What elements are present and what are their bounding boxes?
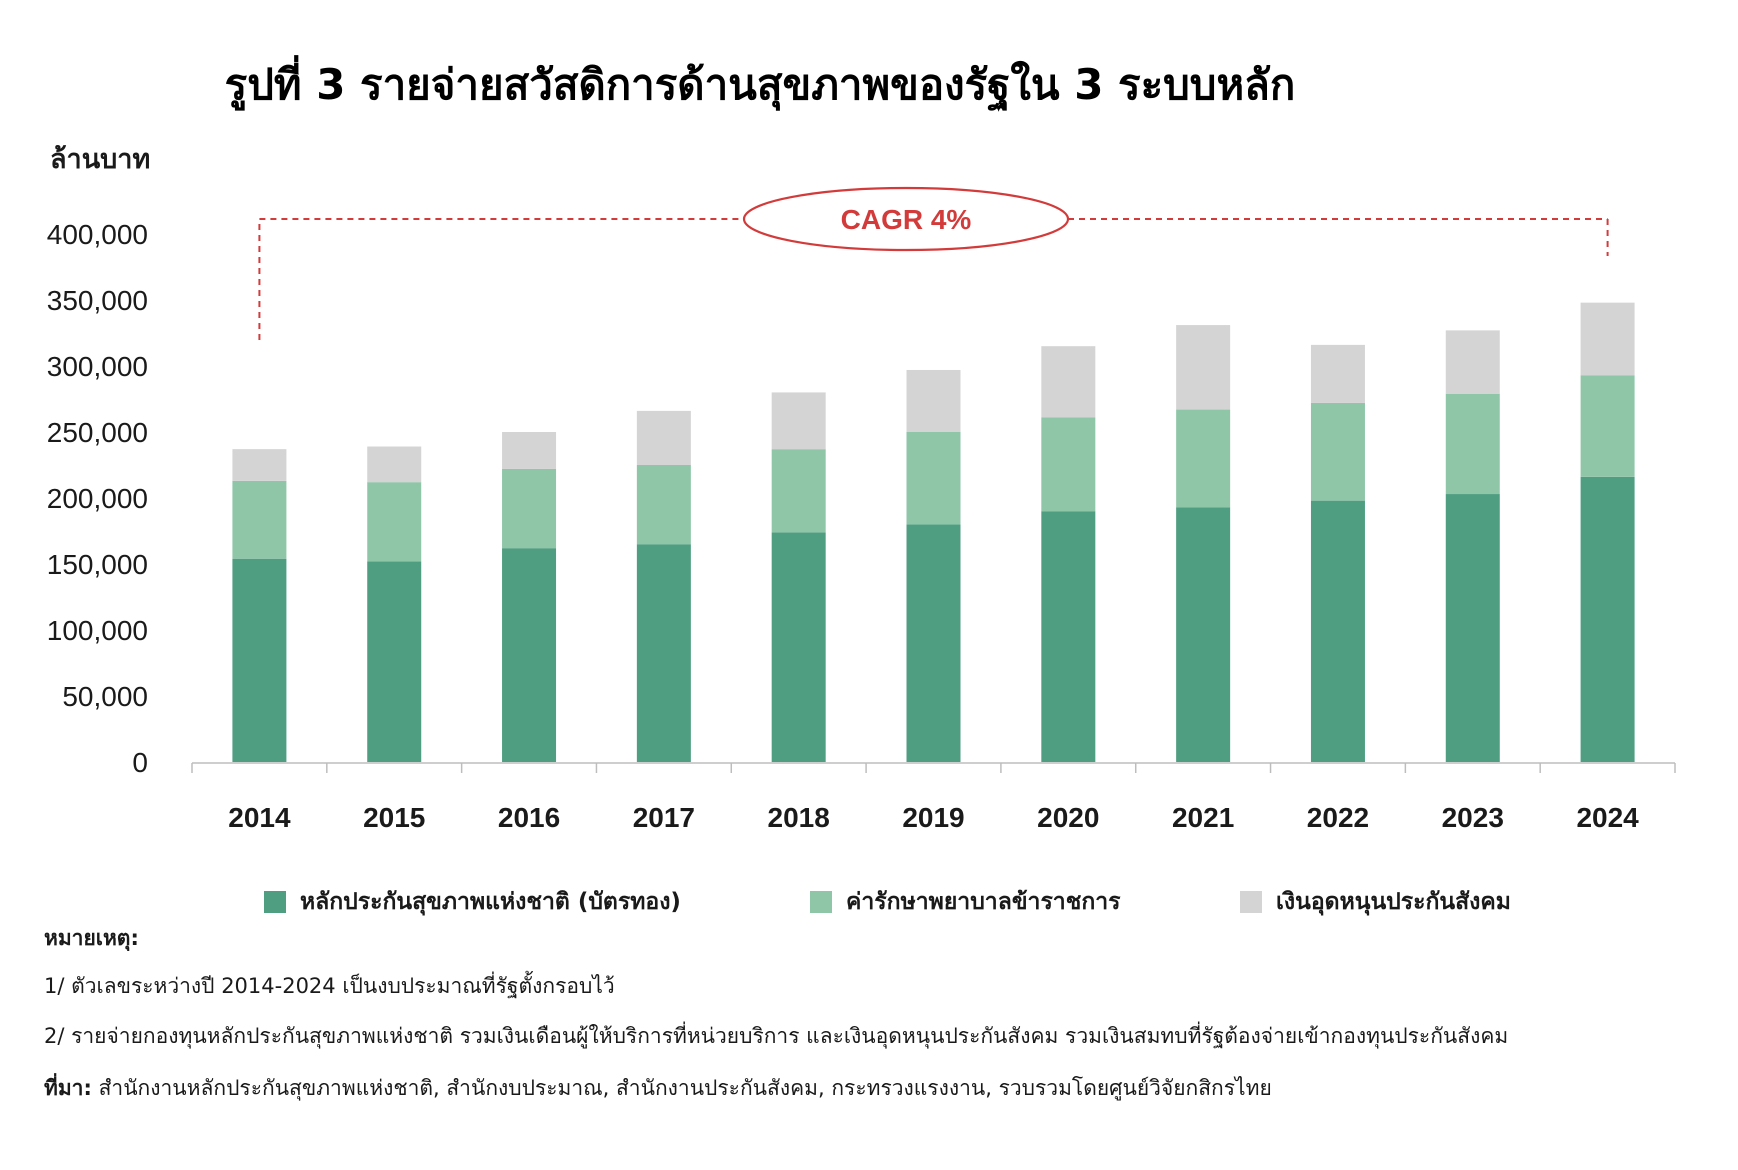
bar-2018-series-3 (771, 392, 826, 450)
chart-title: รูปที่ 3 รายจ่ายสวัสดิการด้านสุขภาพของรั… (224, 60, 1296, 109)
source-text: สำนักงานหลักประกันสุขภาพแห่งชาติ, สำนักง… (98, 1076, 1272, 1100)
legend-label: หลักประกันสุขภาพแห่งชาติ (บัตรทอง) (300, 889, 681, 915)
bar-2016-series-3 (502, 432, 557, 469)
bars (232, 302, 1635, 762)
bar-2018-series-1 (771, 532, 826, 762)
y-tick-label: 200,000 (47, 483, 148, 514)
bar-2018-series-2 (771, 449, 826, 533)
bar-2024-series-2 (1580, 375, 1635, 477)
legend-item-3: เงินอุดหนุนประกันสังคม (1240, 884, 1511, 920)
y-tick-label: 50,000 (62, 681, 148, 712)
bar-2022-series-3 (1310, 344, 1365, 403)
legend-label: ค่ารักษาพยาบาลข้าราชการ (846, 889, 1121, 915)
y-tick-label: 150,000 (47, 549, 148, 580)
y-tick-label: 400,000 (47, 219, 148, 250)
bar-2024-series-1 (1580, 476, 1635, 762)
bar-2016-series-2 (502, 468, 557, 549)
legend-item-1: หลักประกันสุขภาพแห่งชาติ (บัตรทอง) (264, 884, 681, 920)
bar-2021-series-2 (1176, 409, 1231, 508)
x-tick-label: 2018 (768, 802, 830, 833)
bar-2017-series-2 (636, 465, 691, 545)
cagr-annotation: CAGR 4% (258, 186, 1609, 340)
bar-2016-series-1 (502, 548, 557, 762)
legend-item-2: ค่ารักษาพยาบาลข้าราชการ (810, 884, 1121, 920)
x-axis: 2014 2015 2016 2017 2018 2019 2020 2021 2022 2023… (191, 762, 1676, 833)
x-tick-label: 2019 (902, 802, 964, 833)
y-tick-label: 350,000 (47, 285, 148, 316)
legend-swatch (810, 891, 832, 913)
bar-2014-series-2 (232, 480, 287, 559)
y-tick-label: 100,000 (47, 615, 148, 646)
x-tick-label: 2016 (498, 802, 560, 833)
bar-2017-series-1 (636, 544, 691, 762)
legend: หลักประกันสุขภาพแห่งชาติ (บัตรทอง) ค่ารัก… (0, 884, 1738, 924)
x-tick-label: 2023 (1442, 802, 1504, 833)
bar-2022-series-2 (1310, 402, 1365, 501)
x-tick-label: 2017 (633, 802, 695, 833)
bar-2015-series-2 (367, 482, 422, 562)
bar-2020-series-2 (1041, 417, 1096, 512)
bar-2014-series-3 (232, 449, 287, 481)
y-tick-label: 250,000 (47, 417, 148, 448)
bar-2020-series-3 (1041, 346, 1096, 418)
y-tick-label: 0 (132, 747, 148, 778)
bar-2021-series-1 (1176, 507, 1231, 762)
x-tick-label: 2022 (1307, 802, 1369, 833)
source-label: ที่มา: (44, 1076, 92, 1100)
bar-2020-series-1 (1041, 511, 1096, 762)
note-item-1: 1/ ตัวเลขระหว่างปี 2014-2024 เป็นงบประมา… (44, 974, 615, 998)
y-tick-label: 300,000 (47, 351, 148, 382)
bar-2019-series-2 (906, 432, 961, 525)
x-tick-label: 2020 (1037, 802, 1099, 833)
x-tick-label: 2014 (228, 802, 291, 833)
notes-heading: หมายเหตุ: (44, 926, 139, 950)
legend-swatch (264, 891, 286, 913)
bar-2015-series-1 (367, 561, 422, 762)
cagr-ellipse (742, 186, 1070, 252)
x-tick-label: 2015 (363, 802, 425, 833)
legend-label: เงินอุดหนุนประกันสังคม (1276, 889, 1511, 915)
bar-2019-series-3 (906, 369, 961, 432)
x-tick-label: 2021 (1172, 802, 1234, 833)
bar-2019-series-1 (906, 524, 961, 762)
bar-2017-series-3 (636, 410, 691, 465)
bar-2023-series-1 (1445, 494, 1500, 762)
bar-2014-series-1 (232, 558, 287, 762)
y-axis-ticks: 0 50,000 100,000 150,000 200,000 250,000 300,0… (47, 219, 148, 778)
bar-2022-series-1 (1310, 500, 1365, 762)
bar-2023-series-2 (1445, 393, 1500, 495)
stacked-bar-chart: ล้านบาท 0 50,000 100,000 150,000 200,000 250,… (47, 144, 1676, 833)
bar-2015-series-3 (367, 446, 422, 483)
bar-2024-series-3 (1580, 302, 1635, 376)
x-tick-label: 2024 (1576, 802, 1639, 833)
bar-2023-series-3 (1445, 330, 1500, 394)
source-line: ที่มา: สำนักงานหลักประกันสุขภาพแห่งชาติ,… (44, 1072, 1272, 1105)
cagr-label: CAGR 4% (841, 204, 972, 235)
y-axis-label: ล้านบาท (50, 144, 150, 175)
bar-2021-series-3 (1176, 325, 1231, 410)
note-item-2: 2/ รายจ่ายกองทุนหลักประกันสุขภาพแห่งชาติ… (44, 1024, 1509, 1048)
legend-swatch (1240, 891, 1262, 913)
